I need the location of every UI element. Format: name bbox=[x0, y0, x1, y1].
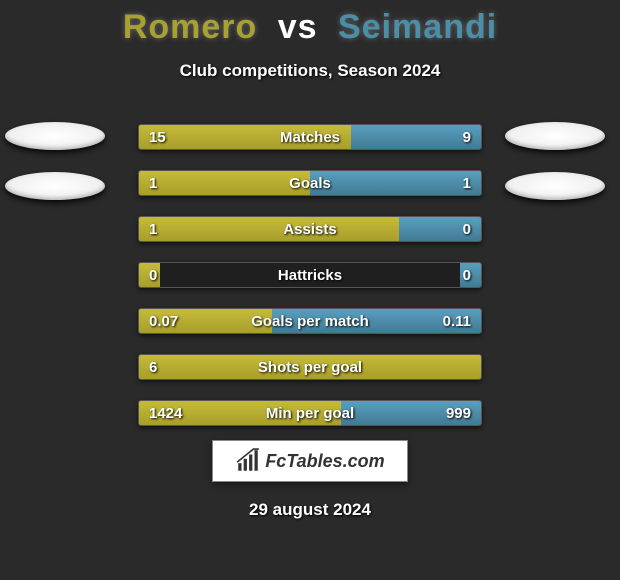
subtitle: Club competitions, Season 2024 bbox=[0, 61, 620, 81]
date-label: 29 august 2024 bbox=[0, 500, 620, 520]
stat-label: Goals bbox=[139, 171, 481, 195]
stat-label: Min per goal bbox=[139, 401, 481, 425]
player2-photo-placeholder bbox=[505, 122, 605, 150]
stat-row: 11Goals bbox=[138, 170, 482, 196]
stat-row: 159Matches bbox=[138, 124, 482, 150]
player2-name: Seimandi bbox=[338, 8, 497, 46]
stat-row: 1424999Min per goal bbox=[138, 400, 482, 426]
chart-icon bbox=[235, 448, 261, 474]
player1-name: Romero bbox=[123, 8, 257, 46]
vs-text: vs bbox=[278, 8, 318, 46]
stat-bars-container: 159Matches 11Goals 10Assists 00Hattricks 0.0… bbox=[138, 124, 482, 446]
player1-photo-placeholder bbox=[5, 122, 105, 150]
player2-club-placeholder bbox=[505, 172, 605, 200]
comparison-title: Romero vs Seimandi bbox=[0, 0, 620, 47]
fctables-logo: FcTables.com bbox=[212, 440, 408, 482]
stat-row: 6Shots per goal bbox=[138, 354, 482, 380]
player1-club-placeholder bbox=[5, 172, 105, 200]
player2-photo-column bbox=[505, 122, 615, 222]
stat-label: Assists bbox=[139, 217, 481, 241]
logo-text: FcTables.com bbox=[265, 451, 384, 472]
stat-label: Shots per goal bbox=[139, 355, 481, 379]
stat-label: Goals per match bbox=[139, 309, 481, 333]
stat-row: 10Assists bbox=[138, 216, 482, 242]
stat-row: 00Hattricks bbox=[138, 262, 482, 288]
stat-label: Matches bbox=[139, 125, 481, 149]
stat-label: Hattricks bbox=[139, 263, 481, 287]
stat-row: 0.070.11Goals per match bbox=[138, 308, 482, 334]
player1-photo-column bbox=[5, 122, 115, 222]
